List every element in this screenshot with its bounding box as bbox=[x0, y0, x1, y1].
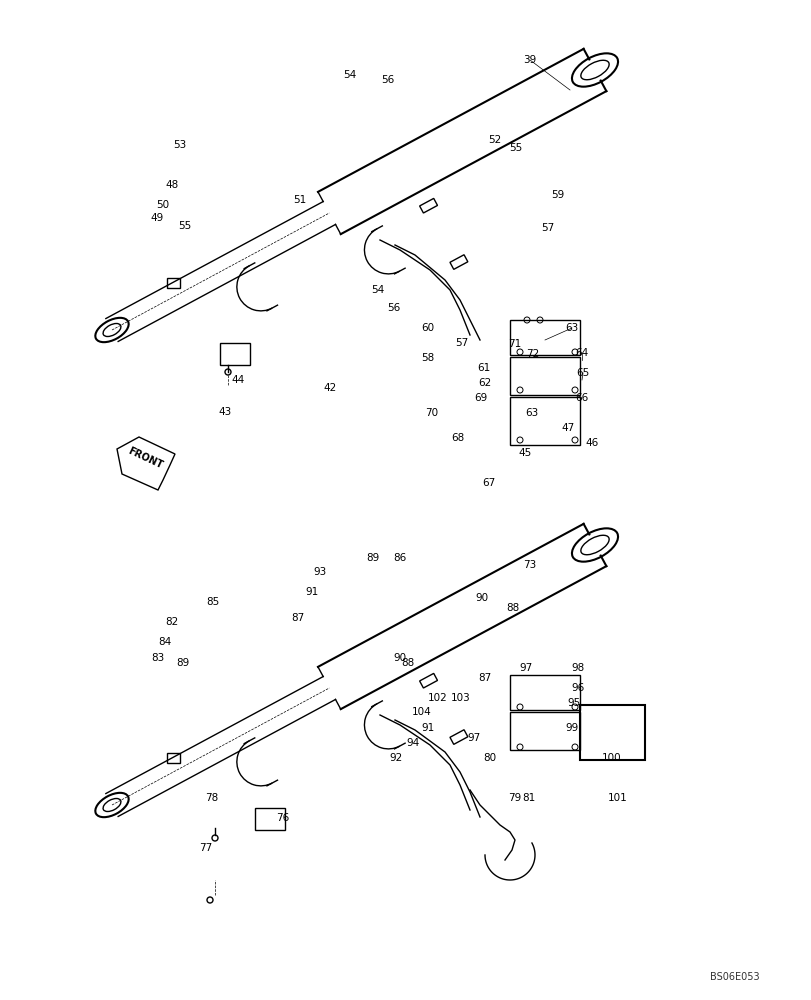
Text: 72: 72 bbox=[526, 349, 539, 359]
Text: 88: 88 bbox=[506, 603, 519, 613]
Text: 49: 49 bbox=[150, 213, 164, 223]
Text: 82: 82 bbox=[165, 617, 178, 627]
Text: 54: 54 bbox=[371, 285, 384, 295]
Text: 83: 83 bbox=[151, 653, 165, 663]
Text: 66: 66 bbox=[575, 393, 588, 403]
Text: 104: 104 bbox=[412, 707, 431, 717]
Text: 61: 61 bbox=[477, 363, 490, 373]
Text: 67: 67 bbox=[482, 478, 495, 488]
Text: 81: 81 bbox=[521, 793, 535, 803]
Bar bbox=[509, 320, 579, 355]
Text: 92: 92 bbox=[389, 753, 402, 763]
Bar bbox=[509, 357, 579, 395]
Text: 51: 51 bbox=[293, 195, 307, 205]
Text: 57: 57 bbox=[455, 338, 468, 348]
Text: 89: 89 bbox=[366, 553, 380, 563]
Text: 48: 48 bbox=[165, 180, 178, 190]
Text: 47: 47 bbox=[560, 423, 574, 433]
Text: 44: 44 bbox=[231, 375, 244, 385]
Text: 62: 62 bbox=[478, 378, 491, 388]
Text: 58: 58 bbox=[421, 353, 434, 363]
Text: 85: 85 bbox=[206, 597, 219, 607]
Text: 52: 52 bbox=[487, 135, 501, 145]
Text: 101: 101 bbox=[607, 793, 627, 803]
Text: 79: 79 bbox=[508, 793, 521, 803]
Text: 100: 100 bbox=[602, 753, 621, 763]
Text: 63: 63 bbox=[525, 408, 538, 418]
Text: 90: 90 bbox=[475, 593, 488, 603]
Text: 54: 54 bbox=[343, 70, 356, 80]
Text: 73: 73 bbox=[523, 560, 536, 570]
Text: 97: 97 bbox=[467, 733, 480, 743]
Bar bbox=[509, 675, 579, 710]
Text: 65: 65 bbox=[576, 368, 589, 378]
Text: FRONT: FRONT bbox=[126, 446, 164, 470]
Text: 70: 70 bbox=[425, 408, 438, 418]
Text: 87: 87 bbox=[291, 613, 304, 623]
Text: 87: 87 bbox=[478, 673, 491, 683]
Text: 64: 64 bbox=[575, 348, 588, 358]
Bar bbox=[579, 705, 644, 760]
Text: 39: 39 bbox=[523, 55, 536, 65]
Text: 97: 97 bbox=[519, 663, 532, 673]
Text: 63: 63 bbox=[564, 323, 578, 333]
Text: 96: 96 bbox=[571, 683, 584, 693]
Text: 46: 46 bbox=[585, 438, 598, 448]
Text: 59: 59 bbox=[551, 190, 564, 200]
Text: 91: 91 bbox=[421, 723, 434, 733]
Text: 103: 103 bbox=[451, 693, 470, 703]
Text: 42: 42 bbox=[323, 383, 337, 393]
Text: 94: 94 bbox=[406, 738, 419, 748]
Bar bbox=[509, 397, 579, 445]
Bar bbox=[220, 343, 250, 365]
Text: BS06E053: BS06E053 bbox=[710, 972, 759, 982]
Text: 55: 55 bbox=[508, 143, 522, 153]
Text: 76: 76 bbox=[276, 813, 290, 823]
Text: 78: 78 bbox=[205, 793, 218, 803]
Text: 68: 68 bbox=[451, 433, 464, 443]
Text: 57: 57 bbox=[541, 223, 554, 233]
Text: 56: 56 bbox=[387, 303, 400, 313]
Text: 84: 84 bbox=[158, 637, 171, 647]
Text: 43: 43 bbox=[218, 407, 231, 417]
Text: 80: 80 bbox=[483, 753, 496, 763]
Text: 95: 95 bbox=[567, 698, 580, 708]
Text: 89: 89 bbox=[176, 658, 190, 668]
Text: 45: 45 bbox=[517, 448, 531, 458]
Text: 88: 88 bbox=[401, 658, 414, 668]
Text: 99: 99 bbox=[564, 723, 578, 733]
Text: 69: 69 bbox=[474, 393, 487, 403]
Text: 56: 56 bbox=[381, 75, 394, 85]
Text: 53: 53 bbox=[174, 140, 187, 150]
Text: 60: 60 bbox=[421, 323, 434, 333]
Text: 71: 71 bbox=[508, 339, 521, 349]
Text: 55: 55 bbox=[178, 221, 191, 231]
Text: 98: 98 bbox=[571, 663, 584, 673]
Text: 90: 90 bbox=[393, 653, 406, 663]
Text: 86: 86 bbox=[393, 553, 406, 563]
Text: 93: 93 bbox=[313, 567, 326, 577]
Text: 102: 102 bbox=[427, 693, 448, 703]
Text: 91: 91 bbox=[305, 587, 318, 597]
Bar bbox=[509, 712, 579, 750]
Text: 50: 50 bbox=[157, 200, 169, 210]
Bar bbox=[255, 808, 285, 830]
Text: 77: 77 bbox=[200, 843, 212, 853]
